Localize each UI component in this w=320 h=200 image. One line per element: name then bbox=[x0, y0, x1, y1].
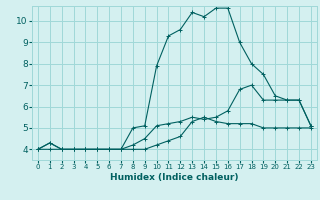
X-axis label: Humidex (Indice chaleur): Humidex (Indice chaleur) bbox=[110, 173, 239, 182]
